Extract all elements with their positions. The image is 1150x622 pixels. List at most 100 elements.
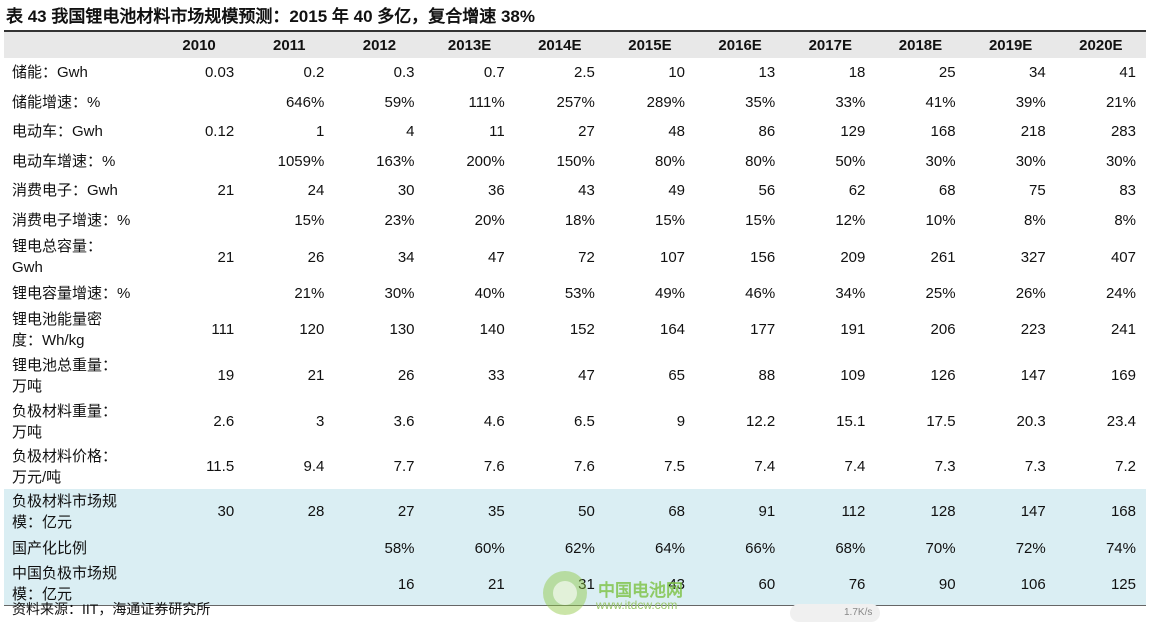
table-cell: 163% (376, 152, 415, 170)
row-label: 锂电池总重量： 万吨 (12, 356, 118, 395)
table-cell: 140 (479, 321, 505, 338)
table-cell: 33 (488, 367, 505, 384)
table-cell (244, 563, 335, 606)
table-row: 电动车：Gwh 0.12 1 4 11 27 48 86 129 168 218 283 (4, 117, 1146, 146)
table-cell: 130 (389, 321, 415, 338)
table-cell: 11 (489, 123, 505, 140)
table-cell: 1059% (277, 152, 325, 170)
column-header: 2014E (514, 30, 605, 58)
table-cell: 16 (334, 563, 425, 606)
table-cell: 46% (745, 284, 776, 302)
table-row: 储能增速：% 646% 59% 111% 257% 289% 35% 33% 41% 39% 21% (4, 87, 1146, 117)
table-cell: 28 (307, 503, 325, 520)
table-cell: 7.4 (754, 458, 776, 475)
row-label: 负极材料价格： 万元/吨 (12, 447, 118, 486)
table-cell: 9 (676, 413, 686, 430)
table-cell: 13 (758, 64, 776, 81)
table-cell: 107 (660, 248, 686, 266)
table-cell: 70% (925, 540, 956, 557)
table-cell: 50 (578, 503, 595, 520)
table-cell: 15.1 (836, 413, 866, 430)
watermark-name: 中国电池网 (598, 581, 683, 600)
table-cell: 10% (925, 211, 956, 229)
table-cell: 43 (604, 563, 696, 606)
table-cell: 7.4 (844, 458, 866, 475)
table-cell: 72 (578, 248, 595, 266)
table-cell: 21% (294, 284, 325, 302)
table-cell: 7.3 (1024, 458, 1046, 475)
table-cell: 24% (1105, 284, 1136, 302)
watermark-logo (543, 571, 587, 615)
table-row: 负极材料价格： 万元/吨 11.5 9.4 7.7 7.6 7.6 7.5 7.4 7.4 7.3… (4, 444, 1146, 489)
table-cell: 646% (285, 93, 325, 111)
table-row: 锂电总容量： Gwh 21 26 34 47 72 107 156 209 261 327 407 (4, 235, 1146, 279)
table-cell: 21 (307, 367, 325, 384)
table-cell: 147 (1020, 367, 1046, 384)
table-cell: 30 (217, 503, 235, 520)
table-cell: 209 (840, 248, 866, 266)
table-row: 储能：Gwh 0.03 0.2 0.3 0.7 2.5 10 13 18 25 34 41 (4, 58, 1146, 87)
table-row: 锂电池总重量： 万吨 19 21 26 33 47 65 88 109 126 147 169 (4, 352, 1146, 399)
table-cell: 23% (384, 211, 415, 229)
table-cell: 53% (564, 284, 595, 302)
table-cell: 60% (474, 540, 505, 557)
table-cell: 191 (840, 321, 866, 338)
table-cell: 90 (875, 563, 966, 606)
table-cell: 21 (217, 248, 235, 266)
table-cell: 109 (840, 367, 866, 384)
table-cell (154, 146, 244, 176)
table-cell: 25% (925, 284, 956, 302)
table-cell: 62 (848, 182, 866, 199)
table-cell: 12% (835, 211, 866, 229)
table-cell: 0.2 (303, 64, 325, 81)
table-cell: 30% (925, 152, 956, 170)
header-row: 2010 2011 2012 2013E 2014E 2015E 2016E 2017E 201… (4, 30, 1146, 58)
column-header: 2016E (695, 30, 786, 58)
table-cell: 35% (745, 93, 776, 111)
table-cell (154, 279, 244, 307)
data-table: 2010 2011 2012 2013E 2014E 2015E 2016E 2017E 201… (4, 30, 1146, 606)
table-row: 消费电子：Gwh 21 24 30 36 43 49 56 62 68 75 83 (4, 176, 1146, 205)
table-cell: 20.3 (1016, 413, 1046, 430)
table-cell: 49 (668, 182, 686, 199)
table-cell: 169 (1110, 367, 1136, 384)
table-cell: 68% (835, 540, 866, 557)
column-header: 2012 (334, 30, 425, 58)
table-cell: 10 (668, 64, 686, 81)
column-header: 2017E (785, 30, 876, 58)
row-label: 锂电容量增速：% (12, 284, 131, 302)
table-title: 表 43 我国锂电池材料市场规模预测：2015 年 40 多亿，复合增速 38% (6, 7, 535, 26)
table-cell: 30% (1105, 152, 1136, 170)
table-cell: 20% (474, 211, 505, 229)
table-cell: 177 (750, 321, 776, 338)
table-cell: 8% (1024, 211, 1046, 229)
column-header: 2013E (424, 30, 515, 58)
table-cell: 59% (384, 93, 415, 111)
table-cell: 129 (840, 123, 866, 140)
table-cell: 4 (406, 123, 415, 140)
watermark: 中国电池网 www.itdcw.com (540, 568, 710, 618)
table-cell (154, 563, 245, 606)
table-cell: 41 (1119, 64, 1136, 81)
row-label: 负极材料市场规 模：亿元 (12, 492, 118, 531)
table-cell: 8% (1114, 211, 1136, 229)
table-cell: 91 (758, 503, 776, 520)
table-cell: 283 (1110, 123, 1136, 140)
table-cell: 34 (397, 248, 415, 266)
table-cell: 289% (646, 93, 686, 111)
table-cell (244, 534, 334, 563)
table-cell: 241 (1110, 321, 1136, 338)
table-cell: 18 (848, 64, 866, 81)
table-cell: 7.2 (1115, 458, 1136, 475)
table-cell: 3 (316, 413, 325, 430)
table-row: 锂电池能量密 度：Wh/kg 111 120 130 140 152 164 177 191 20… (4, 307, 1146, 352)
row-label: 消费电子增速：% (12, 211, 131, 229)
table-cell: 72% (1015, 540, 1046, 557)
table-cell: 147 (1020, 503, 1046, 520)
row-label: 电动车增速：% (12, 152, 116, 170)
column-header: 2020E (1055, 30, 1146, 58)
table-cell: 2.6 (213, 413, 235, 430)
corner-cell (4, 30, 154, 58)
watermark-url: www.itdcw.com (596, 598, 678, 612)
